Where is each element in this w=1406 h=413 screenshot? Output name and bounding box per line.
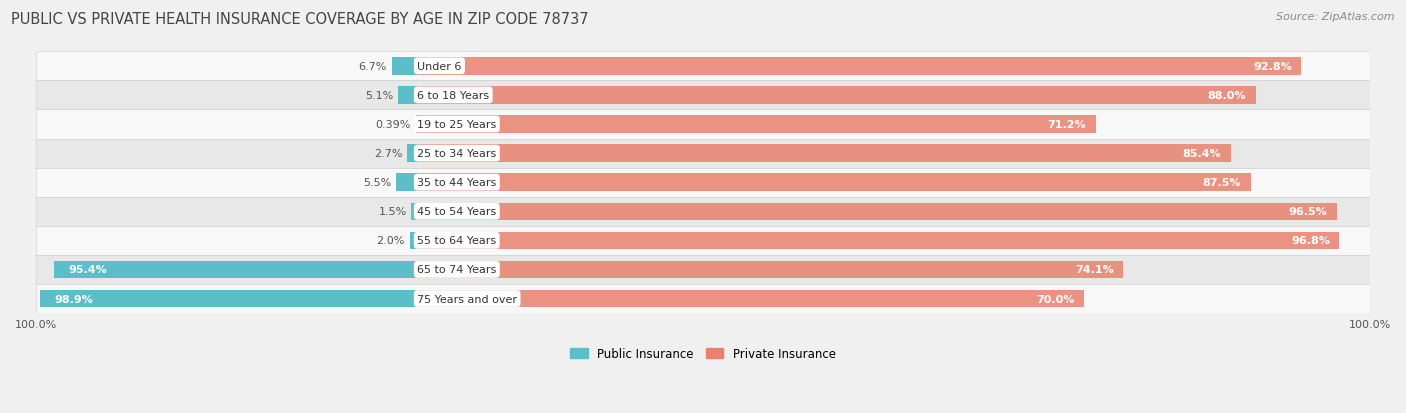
Bar: [418, 58, 1302, 75]
Bar: [412, 203, 418, 221]
Text: 96.5%: 96.5%: [1288, 207, 1327, 217]
Text: 55 to 64 Years: 55 to 64 Years: [418, 236, 496, 246]
Text: 70.0%: 70.0%: [1036, 294, 1074, 304]
Text: 25 to 34 Years: 25 to 34 Years: [418, 149, 496, 159]
Text: 1.5%: 1.5%: [378, 207, 406, 217]
Text: 6.7%: 6.7%: [359, 62, 387, 71]
Text: 74.1%: 74.1%: [1074, 265, 1114, 275]
Text: 19 to 25 Years: 19 to 25 Years: [418, 120, 496, 130]
Text: Under 6: Under 6: [418, 62, 461, 71]
Bar: [53, 261, 418, 278]
Bar: [406, 145, 418, 162]
Text: Source: ZipAtlas.com: Source: ZipAtlas.com: [1277, 12, 1395, 22]
Text: 87.5%: 87.5%: [1202, 178, 1241, 188]
Text: 2.0%: 2.0%: [377, 236, 405, 246]
Text: 96.8%: 96.8%: [1291, 236, 1330, 246]
Bar: [37, 284, 1369, 313]
Text: 92.8%: 92.8%: [1253, 62, 1292, 71]
Text: 45 to 54 Years: 45 to 54 Years: [418, 207, 496, 217]
Bar: [418, 232, 1340, 249]
Bar: [41, 290, 418, 308]
Bar: [37, 52, 1369, 81]
Bar: [37, 197, 1369, 226]
Bar: [398, 87, 418, 104]
Text: 2.7%: 2.7%: [374, 149, 402, 159]
Bar: [418, 203, 1337, 221]
Bar: [37, 139, 1369, 168]
Text: 5.1%: 5.1%: [364, 91, 394, 101]
Bar: [37, 81, 1369, 110]
Text: 85.4%: 85.4%: [1182, 149, 1222, 159]
Text: 65 to 74 Years: 65 to 74 Years: [418, 265, 496, 275]
Bar: [396, 174, 418, 192]
Text: 75 Years and over: 75 Years and over: [418, 294, 517, 304]
Legend: Public Insurance, Private Insurance: Public Insurance, Private Insurance: [565, 342, 841, 365]
Bar: [418, 116, 1095, 133]
Text: 0.39%: 0.39%: [375, 120, 411, 130]
Text: 98.9%: 98.9%: [55, 294, 93, 304]
Text: 6 to 18 Years: 6 to 18 Years: [418, 91, 489, 101]
Bar: [392, 58, 418, 75]
Text: 5.5%: 5.5%: [363, 178, 391, 188]
Text: PUBLIC VS PRIVATE HEALTH INSURANCE COVERAGE BY AGE IN ZIP CODE 78737: PUBLIC VS PRIVATE HEALTH INSURANCE COVER…: [11, 12, 589, 27]
Text: 88.0%: 88.0%: [1208, 91, 1246, 101]
Bar: [418, 290, 1084, 308]
Text: 35 to 44 Years: 35 to 44 Years: [418, 178, 496, 188]
Bar: [418, 145, 1230, 162]
Bar: [409, 232, 418, 249]
Text: 71.2%: 71.2%: [1047, 120, 1085, 130]
Bar: [418, 261, 1123, 278]
Bar: [418, 174, 1251, 192]
Bar: [37, 168, 1369, 197]
Bar: [37, 110, 1369, 139]
Bar: [418, 87, 1256, 104]
Bar: [416, 116, 418, 133]
Text: 95.4%: 95.4%: [67, 265, 107, 275]
Bar: [37, 226, 1369, 255]
Bar: [37, 255, 1369, 284]
